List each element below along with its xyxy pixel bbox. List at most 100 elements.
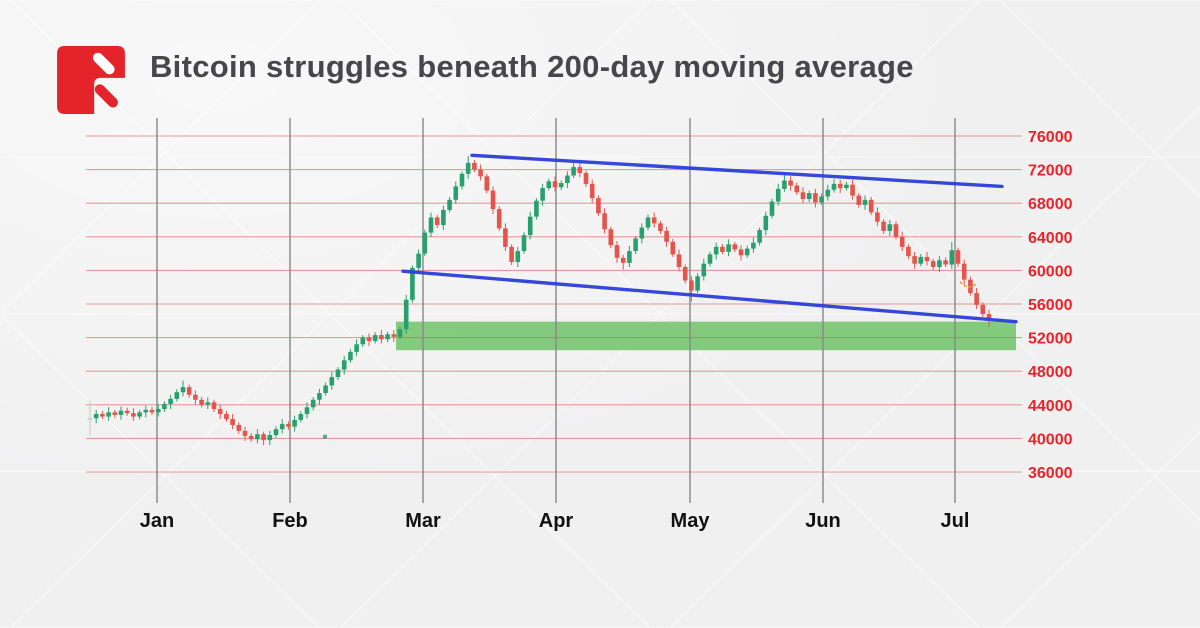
candle-body xyxy=(658,223,663,231)
candle-body xyxy=(664,230,669,242)
candle-body xyxy=(484,176,490,191)
candle-body xyxy=(385,334,390,340)
trendline-lower-support xyxy=(401,269,1018,324)
header: Bitcoin struggles beneath 200-day moving… xyxy=(0,0,1200,120)
support-zone xyxy=(396,321,1016,351)
candle-body xyxy=(732,244,738,250)
y-tick-label: 52000 xyxy=(1028,331,1073,348)
candle-body xyxy=(372,335,378,341)
candle-body xyxy=(354,344,359,352)
candle-body xyxy=(149,409,155,413)
candle-body xyxy=(496,209,502,229)
candle-body xyxy=(441,209,446,226)
candle-body xyxy=(850,184,855,196)
candle-body xyxy=(317,393,322,400)
candle-body xyxy=(794,185,800,193)
y-tick-label: 36000 xyxy=(1028,465,1073,482)
candle-body xyxy=(329,377,335,386)
candle-body xyxy=(670,241,676,255)
candle-body xyxy=(627,251,632,263)
candle-body xyxy=(472,162,477,170)
candle-body xyxy=(248,435,254,440)
candle-body xyxy=(589,183,595,199)
candle-body xyxy=(633,238,638,252)
month-label: May xyxy=(671,510,711,532)
candle-body xyxy=(565,175,570,184)
candle-body xyxy=(924,256,930,262)
candle-body xyxy=(341,360,347,370)
candle-body xyxy=(937,260,942,268)
y-tick-label: 64000 xyxy=(1028,230,1073,247)
month-label: Feb xyxy=(272,510,308,532)
candle-body xyxy=(242,430,248,436)
candle-body xyxy=(837,183,843,189)
candle-body xyxy=(422,232,428,254)
candle-body xyxy=(596,198,601,214)
candle-body xyxy=(558,183,564,188)
candle-body xyxy=(738,249,744,256)
candles xyxy=(87,156,992,446)
candle-body xyxy=(577,167,583,173)
candle-body xyxy=(279,424,285,430)
candle-body xyxy=(720,246,725,252)
candle-body xyxy=(261,434,266,441)
candle-body xyxy=(751,242,756,249)
candle-body xyxy=(546,181,552,189)
candle-body xyxy=(168,398,173,404)
month-label: Apr xyxy=(539,510,574,532)
candle-body xyxy=(986,314,992,320)
candle-body xyxy=(515,251,521,262)
candle-body xyxy=(614,245,620,258)
y-tick-label: 56000 xyxy=(1028,297,1073,314)
candle-body xyxy=(503,228,508,247)
candle-body xyxy=(955,250,961,264)
y-tick-label: 40000 xyxy=(1028,431,1073,448)
mesh-line xyxy=(999,430,1200,628)
candle-body xyxy=(403,299,409,330)
candle-body xyxy=(521,235,527,252)
candle-body xyxy=(930,261,936,268)
candle-body xyxy=(844,184,849,189)
candle-body xyxy=(540,188,545,201)
candle-body xyxy=(868,199,874,213)
candle-body xyxy=(608,229,614,246)
mesh-line xyxy=(339,0,981,628)
y-tick-label: 68000 xyxy=(1028,196,1073,213)
candle-body xyxy=(286,424,291,427)
y-tick-labels: 76000 72000 68000 64000 60000 56000 52000 48000… xyxy=(1028,129,1073,482)
candle-body xyxy=(199,399,204,405)
mesh-line xyxy=(669,106,1200,628)
candle-body xyxy=(912,256,917,264)
candle-body xyxy=(478,169,483,177)
candle-body xyxy=(862,199,868,205)
candle-body xyxy=(819,196,824,203)
candle-body xyxy=(267,435,273,441)
candle-body xyxy=(788,180,793,186)
candle-body xyxy=(180,387,186,393)
candle-body xyxy=(813,193,818,203)
candle-body xyxy=(447,199,452,210)
candle-body xyxy=(193,394,198,400)
candle-body xyxy=(974,293,979,305)
brand-logo xyxy=(57,46,125,114)
candle-body xyxy=(310,399,316,408)
candle-body xyxy=(465,162,471,174)
candle-body xyxy=(93,414,99,419)
candle-body xyxy=(906,246,911,257)
candle-body xyxy=(143,409,149,413)
candle-body xyxy=(620,257,626,263)
trendline-upper-resistance xyxy=(470,153,1004,189)
candle-body xyxy=(707,254,713,264)
candle-body xyxy=(87,418,93,420)
candle-body xyxy=(769,201,775,216)
candle-body xyxy=(292,419,297,427)
candle-body xyxy=(806,193,812,199)
candle-body xyxy=(961,263,967,280)
candle-body xyxy=(112,412,118,415)
candle-body xyxy=(391,334,397,337)
candle-body xyxy=(689,280,694,291)
y-tick-label: 72000 xyxy=(1028,163,1073,180)
candle-body xyxy=(899,236,905,247)
